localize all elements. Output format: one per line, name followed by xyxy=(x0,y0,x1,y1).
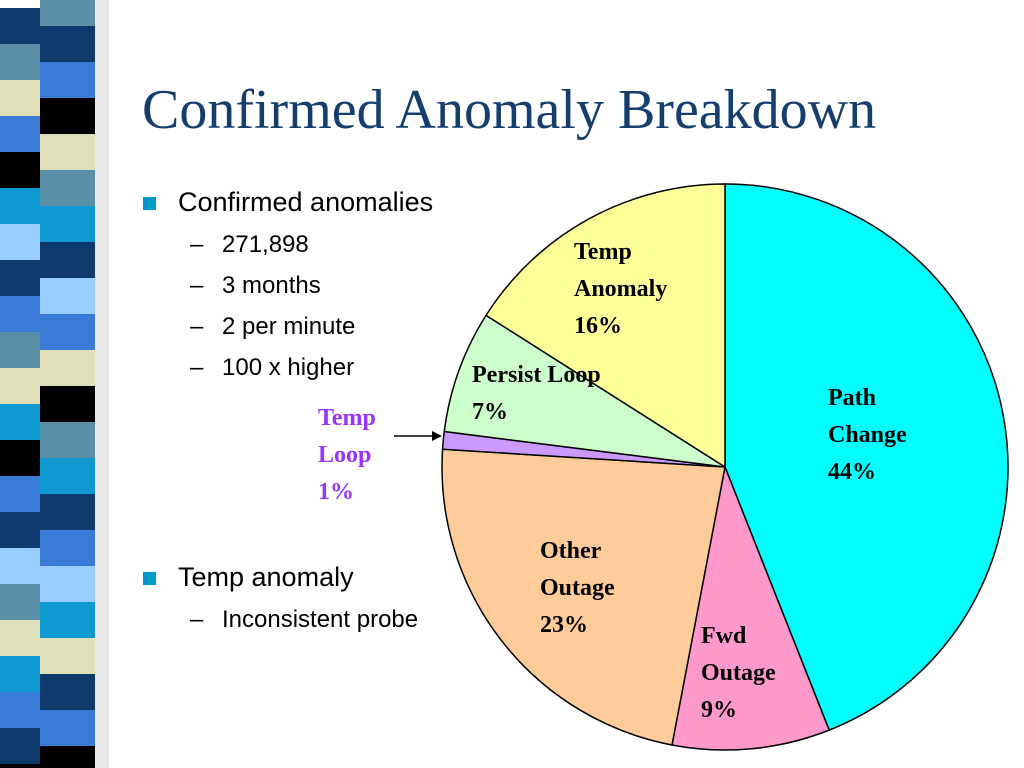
stripe-block xyxy=(0,404,40,440)
stripe-block xyxy=(40,746,95,768)
sub-bullet: 271,898 xyxy=(190,231,309,259)
slice-name: Fwd Outage xyxy=(701,623,776,686)
slice-name: Other Outage xyxy=(540,538,615,601)
slice-name: Persist Loop xyxy=(472,362,601,388)
stripe-block xyxy=(0,440,40,476)
stripe-block xyxy=(0,764,40,768)
stripe-block xyxy=(40,314,95,350)
stripe-block xyxy=(0,368,40,404)
slice-name: Temp Anomaly xyxy=(574,239,668,302)
bullet-text: Confirmed anomalies xyxy=(178,187,434,217)
sub-bullet: 3 months xyxy=(190,272,321,300)
bullet-text: Temp anomaly xyxy=(178,562,354,592)
stripe-block xyxy=(0,512,40,548)
stripe-block xyxy=(0,332,40,368)
stripe-block xyxy=(40,26,95,62)
stripe-block xyxy=(40,242,95,278)
stripe-block xyxy=(0,44,40,80)
slice-label: Temp Loop 1% xyxy=(318,400,398,511)
pie-slice xyxy=(443,314,726,468)
slice-value-label: 7% xyxy=(472,399,508,425)
stripe-block xyxy=(40,350,95,386)
sub-bullet: 100 x higher xyxy=(190,354,354,382)
slice-value-label: 23% xyxy=(540,612,588,638)
slide-title: Confirmed Anomaly Breakdown xyxy=(142,79,877,141)
slice-label: Other Outage 23% xyxy=(540,533,650,644)
stripe-block xyxy=(40,0,95,26)
slice-label: Temp Anomaly 16% xyxy=(574,234,704,345)
stripe-shadow xyxy=(95,0,109,768)
stripe-block xyxy=(0,620,40,656)
sub-bullet-text: Inconsistent probe xyxy=(222,606,419,633)
stripe-block xyxy=(40,494,95,530)
bullet: Confirmed anomalies xyxy=(143,187,433,218)
leader-arrow xyxy=(432,431,442,441)
stripe-block xyxy=(0,80,40,116)
stripe-block xyxy=(40,98,95,134)
stripe-block xyxy=(0,260,40,296)
slice-value-label: 9% xyxy=(701,697,737,723)
stripe-block xyxy=(0,116,40,152)
stripe-block xyxy=(40,134,95,170)
sub-bullet: 2 per minute xyxy=(190,313,355,341)
pie-slice xyxy=(485,183,726,469)
pie-slice xyxy=(671,464,831,751)
stripe-block xyxy=(0,296,40,332)
slice-label: Persist Loop 7% xyxy=(472,357,602,431)
slice-label: Fwd Outage 9% xyxy=(701,618,811,729)
stripe-block xyxy=(40,170,95,206)
stripe-block xyxy=(40,458,95,494)
stripe-block xyxy=(40,530,95,566)
slice-name: Path Change xyxy=(828,385,907,448)
stripe-block xyxy=(40,278,95,314)
stripe-block xyxy=(40,62,95,98)
stripe-block xyxy=(0,728,40,764)
stripe-block xyxy=(40,674,95,710)
stripe-block xyxy=(0,692,40,728)
sub-bullet-text: 271,898 xyxy=(222,231,309,258)
slice-value-label: 1% xyxy=(318,479,354,505)
sub-bullet-text: 100 x higher xyxy=(222,354,355,381)
slice-value-label: 44% xyxy=(828,459,876,485)
stripe-block xyxy=(40,386,95,422)
sub-bullet-text: 2 per minute xyxy=(222,313,356,340)
pie-slice xyxy=(441,448,726,746)
stripe-block xyxy=(0,8,40,44)
slice-value-label: 16% xyxy=(574,313,622,339)
stripe-block xyxy=(40,710,95,746)
stripe-block xyxy=(0,584,40,620)
stripe-block xyxy=(0,224,40,260)
stripe-block xyxy=(0,476,40,512)
sub-bullet: Inconsistent probe xyxy=(190,606,418,634)
stripe-block xyxy=(40,566,95,602)
stripe-block xyxy=(40,206,95,242)
stripe-block xyxy=(40,422,95,458)
stripe-block xyxy=(0,548,40,584)
stripe-block xyxy=(40,602,95,638)
stripe-block xyxy=(40,638,95,674)
bullet: Temp anomaly xyxy=(143,562,354,593)
stripe-block xyxy=(0,656,40,692)
stripe-block xyxy=(0,152,40,188)
slice-label: Path Change 44% xyxy=(828,380,948,491)
pie-slice xyxy=(724,183,1009,732)
stripe-block xyxy=(0,188,40,224)
slice-name: Temp Loop xyxy=(318,405,376,468)
sub-bullet-text: 3 months xyxy=(222,272,321,299)
